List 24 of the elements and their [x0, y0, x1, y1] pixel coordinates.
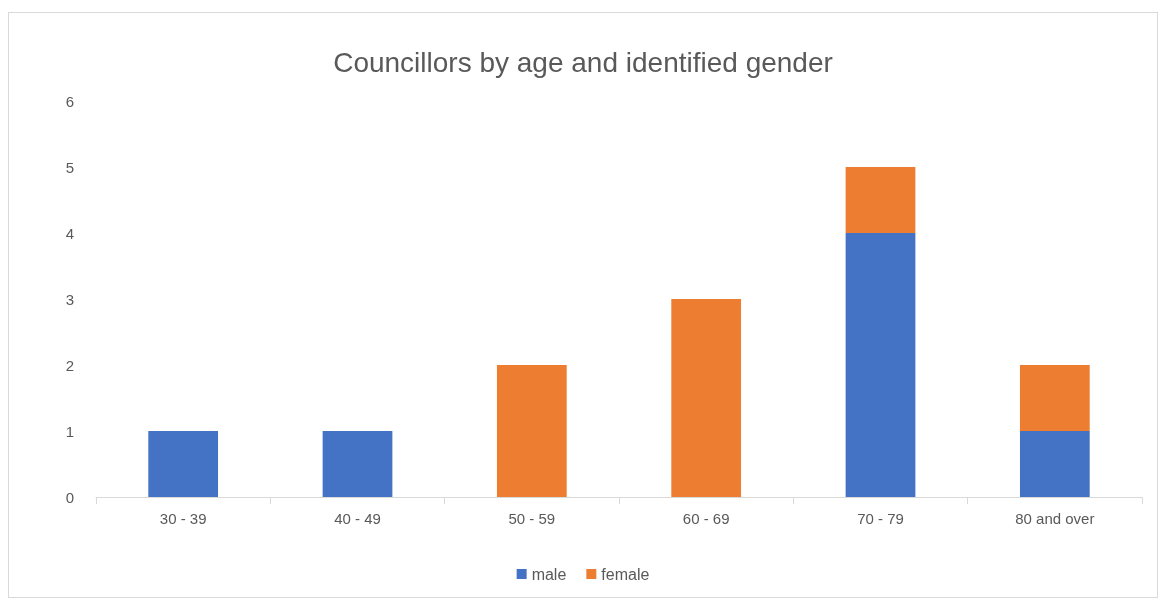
bar [496, 365, 567, 497]
x-tick-label: 80 and over [1015, 510, 1095, 527]
x-tick-label: 70 - 79 [857, 510, 904, 527]
bar [845, 167, 916, 233]
y-tick-label: 5 [65, 158, 74, 176]
y-tick-label: 2 [65, 356, 74, 374]
y-tick-label: 3 [65, 290, 74, 308]
bar [148, 431, 219, 497]
legend-label: male [531, 565, 567, 583]
y-tick-label: 1 [65, 422, 74, 440]
bar [1019, 431, 1090, 497]
x-tick-label: 30 - 39 [159, 510, 207, 527]
legend-label: female [601, 565, 650, 583]
x-tick-label: 40 - 49 [334, 510, 381, 527]
y-tick-label: 6 [65, 92, 74, 110]
x-tick-label: 50 - 59 [508, 510, 556, 527]
bar [671, 299, 742, 497]
x-tick-label: 60 - 69 [682, 510, 730, 527]
bar [845, 233, 916, 497]
bar [1019, 365, 1090, 431]
y-tick-label: 0 [65, 488, 74, 506]
bar [322, 431, 393, 497]
y-tick-label: 4 [65, 224, 74, 242]
chart-title: Councillors by age and identified gender [333, 46, 833, 78]
